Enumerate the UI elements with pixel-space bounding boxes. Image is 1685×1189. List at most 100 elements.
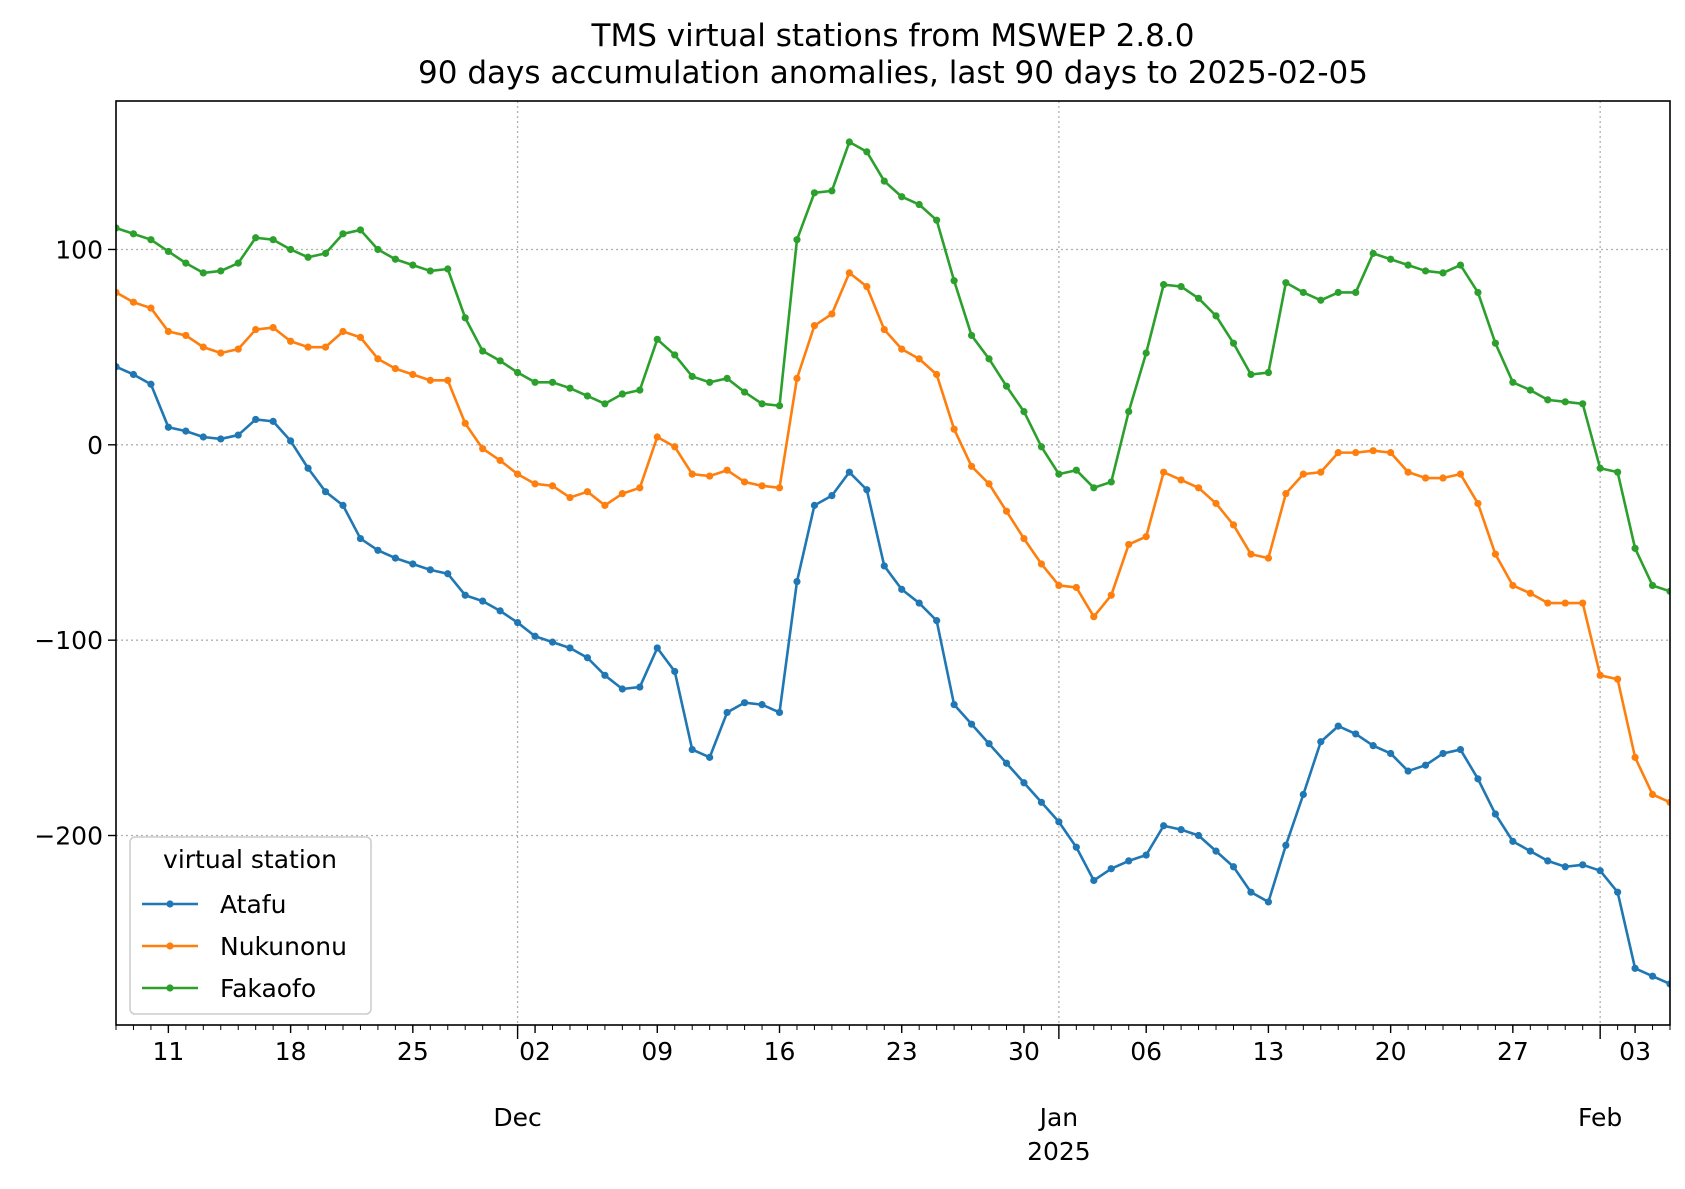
data-point (1544, 396, 1552, 404)
data-point (1177, 476, 1185, 484)
data-point (1491, 810, 1499, 818)
data-point (531, 378, 539, 386)
data-point (287, 437, 295, 445)
data-point (321, 488, 330, 496)
data-point (1666, 798, 1670, 806)
data-point (531, 480, 539, 488)
data-point (147, 304, 155, 312)
data-point (339, 327, 347, 336)
chart-subtitle: 90 days accumulation anomalies, last 90 … (418, 55, 1368, 91)
data-point (1264, 898, 1273, 906)
x-tick-label: 27 (1497, 1037, 1529, 1066)
data-point (1229, 521, 1238, 529)
data-point (985, 740, 993, 748)
data-point (1404, 767, 1412, 775)
data-point (374, 355, 382, 363)
chart-title: TMS virtual stations from MSWEP 2.8.0 (591, 18, 1195, 54)
data-point (583, 654, 592, 662)
data-point (618, 490, 626, 498)
data-point (1491, 339, 1499, 347)
data-point (1544, 857, 1552, 865)
data-point (1614, 675, 1622, 683)
data-point (269, 324, 277, 332)
data-point (967, 331, 976, 340)
data-point (653, 335, 661, 343)
legend-entry-atafu: Atafu (142, 890, 286, 919)
legend-title: virtual station (163, 845, 337, 874)
y-tick-label: −100 (34, 626, 103, 655)
data-point (1352, 449, 1360, 457)
series-nukunonu (116, 269, 1670, 806)
data-point (1020, 534, 1028, 543)
data-point (1142, 851, 1150, 859)
x-tick-label: 23 (886, 1037, 918, 1066)
data-point (1596, 464, 1604, 472)
data-point (618, 390, 626, 398)
x-year-label: 2025 (1027, 1137, 1091, 1166)
data-point (653, 433, 661, 441)
data-point (1107, 591, 1115, 599)
data-point (1037, 560, 1046, 568)
data-point (234, 345, 242, 353)
data-point (217, 435, 225, 443)
data-point (1020, 779, 1028, 787)
legend-box (129, 836, 372, 1015)
data-point (1055, 470, 1063, 478)
data-point (1369, 447, 1377, 455)
data-point (933, 617, 941, 625)
data-point (444, 265, 452, 273)
data-point (810, 322, 819, 330)
data-point (985, 480, 993, 488)
data-point (898, 585, 906, 593)
x-tick-label: 02 (519, 1037, 551, 1066)
data-point (636, 683, 644, 691)
data-point (583, 392, 592, 400)
data-point (1387, 449, 1395, 457)
data-point (1177, 826, 1185, 834)
legend-label: Fakaofo (220, 974, 316, 1003)
data-point (653, 644, 661, 652)
x-tick-label: 09 (641, 1037, 673, 1066)
data-point (1526, 847, 1534, 855)
data-point (706, 472, 714, 480)
data-point (479, 347, 487, 355)
data-point (880, 177, 888, 185)
data-point (1596, 671, 1604, 679)
data-point (1264, 554, 1273, 562)
legend-entry-fakaofo: Fakaofo (142, 974, 316, 1003)
x-tick-label: 25 (397, 1037, 429, 1066)
data-point (1247, 550, 1255, 558)
data-point (1090, 484, 1098, 492)
data-point (688, 745, 696, 754)
data-point (479, 445, 487, 453)
data-point (775, 484, 784, 492)
data-point (933, 216, 941, 224)
data-point (339, 501, 347, 509)
data-point (409, 370, 417, 379)
data-point (1212, 499, 1220, 508)
data-point (671, 351, 679, 359)
data-point (217, 267, 225, 275)
data-point (1421, 267, 1430, 275)
data-point (793, 577, 801, 586)
data-point (252, 415, 260, 424)
data-point (1072, 843, 1080, 851)
x-axis: 11 18 25 02 09 16 23 30 06 13 20 27 03 Dec Jan 2025 Feb (115, 1025, 1671, 1166)
data-point (426, 566, 434, 574)
data-point (1369, 742, 1377, 750)
data-point (182, 259, 190, 267)
data-point (1387, 749, 1395, 758)
data-point (1474, 288, 1482, 297)
data-point (601, 671, 609, 679)
data-point (116, 363, 120, 371)
data-point (1090, 613, 1098, 621)
data-point (1648, 581, 1657, 590)
data-point (845, 269, 853, 277)
data-point (1229, 339, 1238, 347)
data-point (321, 343, 330, 351)
data-point (1334, 449, 1342, 457)
y-tick-label: 0 (87, 431, 103, 460)
data-point (356, 333, 365, 341)
data-point (1561, 398, 1569, 406)
data-point (775, 402, 784, 410)
